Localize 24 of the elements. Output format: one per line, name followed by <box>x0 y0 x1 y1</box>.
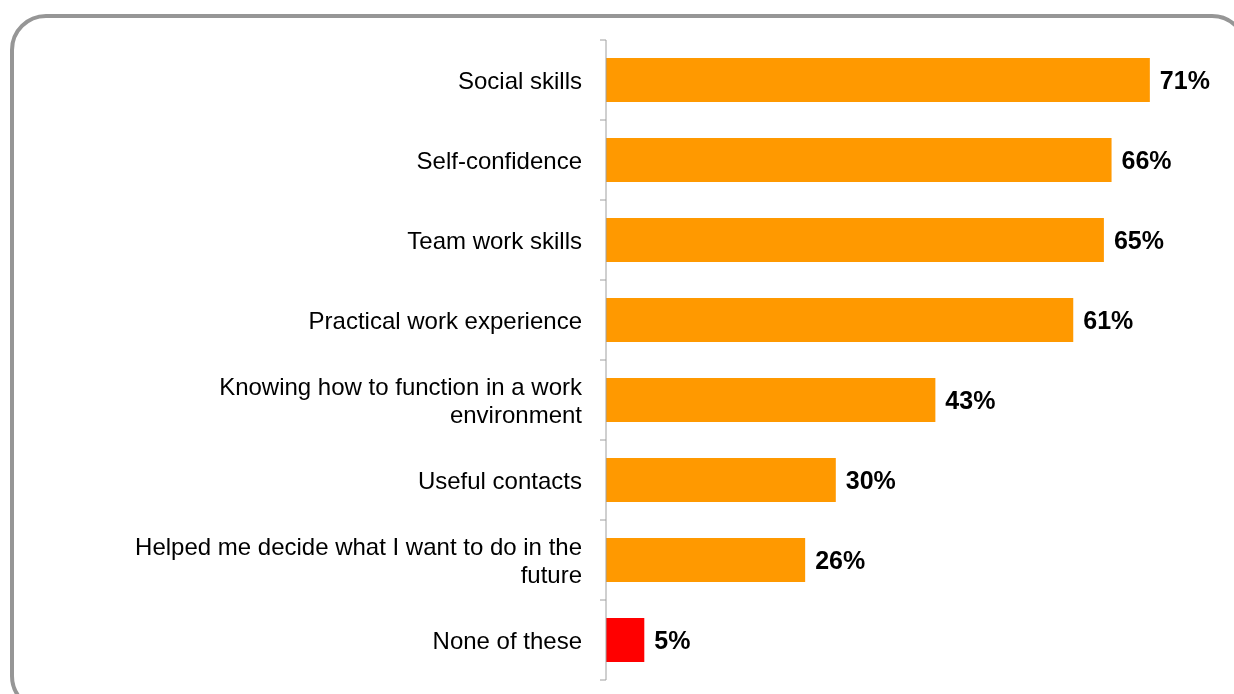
bar <box>606 58 1150 102</box>
bar <box>606 538 806 582</box>
y-tick-label: Knowing how to function in a work environment <box>219 372 583 428</box>
y-tick-label: None of these <box>432 626 582 654</box>
data-label: 30% <box>845 466 896 494</box>
y-tick-label: Practical work experience <box>308 306 582 334</box>
data-label: 65% <box>1113 226 1164 254</box>
bar <box>606 138 1112 182</box>
y-tick-label: Team work skills <box>407 226 582 254</box>
y-tick-label: Useful contacts <box>417 466 582 494</box>
data-label: 71% <box>1159 66 1210 94</box>
bar <box>606 618 645 662</box>
data-label: 66% <box>1121 146 1172 174</box>
bar <box>606 458 836 502</box>
data-label: 5% <box>654 626 691 654</box>
bar <box>606 298 1074 342</box>
y-tick-label: Self-confidence <box>416 146 582 174</box>
data-label: 26% <box>815 546 866 574</box>
data-label: 61% <box>1083 306 1134 334</box>
data-label: 43% <box>945 386 996 414</box>
y-tick-label: Social skills <box>457 66 582 94</box>
bar <box>606 218 1104 262</box>
y-tick-label: Helped me decide what I want to do in the future <box>135 532 582 588</box>
bar <box>606 378 936 422</box>
